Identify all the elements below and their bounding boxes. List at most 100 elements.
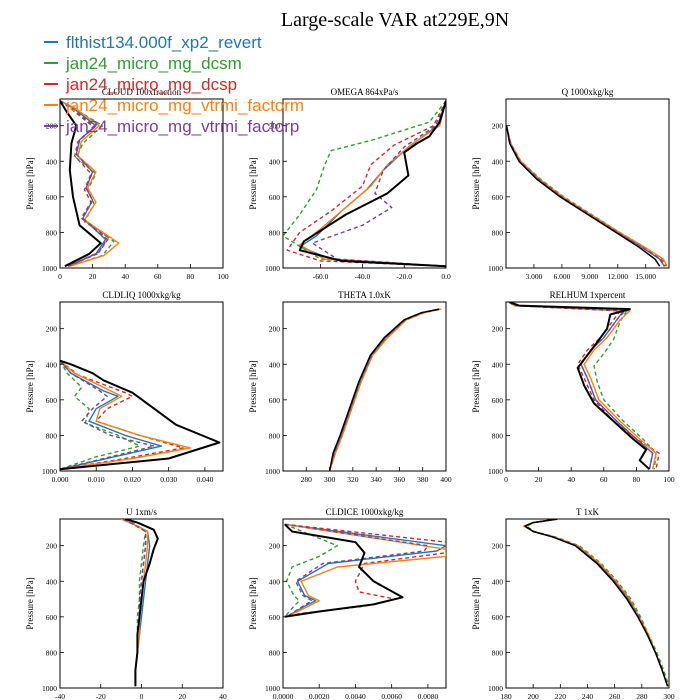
y-tick-label: 800 [46, 228, 58, 237]
x-tick-label: -40.0 [355, 272, 371, 281]
x-tick-label: 0.010 [88, 475, 105, 484]
x-tick-label: 360 [394, 475, 406, 484]
panel-5: THETA 1.0xK Pressure [hPa] 200 400 600 800 100… [248, 290, 452, 484]
x-tick-label: 0.000 [52, 475, 69, 484]
series-group [506, 125, 668, 267]
y-tick-label: 400 [492, 157, 504, 166]
series-line-2 [60, 100, 115, 267]
series-line-6 [124, 519, 159, 687]
panel-1: CLOUD 100xfraction Pressure [hPa] 20 0 400 60… [25, 87, 229, 281]
y-tick-label: 600 [492, 396, 504, 405]
series-line-5 [122, 519, 147, 687]
x-tick-label: 60 [600, 475, 608, 484]
series-line-2 [283, 100, 446, 267]
series-line-4 [508, 302, 657, 470]
y-tick-label: 1000 [42, 684, 57, 693]
x-tick-label: 0.030 [160, 475, 177, 484]
panel-title: U 1xm/s [126, 507, 157, 517]
x-tick-label: 0.040 [196, 475, 213, 484]
legend-label-4: jan24_micro_mg_vtrmi_factorm [65, 96, 304, 115]
y-tick-label: 600 [46, 193, 58, 202]
x-tick-label: 80 [187, 272, 195, 281]
x-tick-label: 40 [121, 272, 129, 281]
y-axis-label: Pressure [hPa] [471, 360, 481, 412]
panel-8: CLDICE 1000xkg/kg Pressure [hPa] 200 400 600… [248, 507, 447, 700]
series-line-6 [60, 100, 102, 268]
legend-label-2: jan24_micro_mg_dcsm [65, 54, 242, 73]
plot-frame [505, 301, 670, 472]
x-tick-label: 180 [500, 692, 512, 700]
x-tick-label: 280 [301, 475, 313, 484]
y-tick-label: 200 [492, 325, 504, 334]
y-tick-label: 600 [492, 193, 504, 202]
x-tick-label: 400 [440, 475, 452, 484]
x-tick-label: 0 [504, 475, 508, 484]
series-line-6 [508, 302, 651, 470]
y-axis-label: Pressure [hPa] [248, 360, 258, 412]
plot-frame [59, 98, 224, 269]
x-tick-label: 320 [347, 475, 359, 484]
y-tick-label: 600 [492, 613, 504, 622]
x-tick-label: 0.0020 [309, 692, 330, 700]
y-tick-label: 200 [46, 325, 58, 334]
panel-title: CLDLIQ 1000xkg/kg [102, 290, 181, 300]
y-axis-label: Pressure [hPa] [25, 360, 35, 412]
y-tick-label: 200 [492, 122, 504, 131]
x-tick-label: 15.000 [635, 272, 656, 281]
series-line-4 [284, 523, 446, 618]
y-tick-label: 600 [269, 613, 281, 622]
y-tick-label: 800 [492, 431, 504, 440]
series-line-6 [506, 125, 661, 267]
x-tick-label: -20 [96, 692, 106, 700]
plot-frame [282, 518, 447, 689]
series-line-3 [524, 519, 669, 687]
y-tick-label: 1000 [265, 467, 280, 476]
series-line-4 [328, 308, 442, 471]
x-tick-label: -20.0 [396, 272, 412, 281]
x-tick-label: -60.0 [313, 272, 329, 281]
series-group [60, 359, 221, 471]
series-line-3 [60, 100, 110, 267]
y-tick-label: 400 [269, 157, 281, 166]
x-tick-label: 80 [633, 475, 641, 484]
panel-title: CLDICE 1000xkg/kg [326, 507, 404, 517]
y-tick-label: 400 [46, 157, 58, 166]
series-line-3 [286, 100, 446, 267]
x-tick-label: 280 [636, 692, 648, 700]
x-tick-label: 20 [535, 475, 543, 484]
panel-4: CLDLIQ 1000xkg/kg Pressure [hPa] 200 400 600… [25, 290, 224, 484]
plot-frame [282, 98, 447, 269]
y-tick-label: 800 [492, 228, 504, 237]
y-tick-label: 200 [269, 122, 281, 131]
y-axis-label: Pressure [hPa] [471, 157, 481, 209]
y-tick-label: 400 [46, 577, 58, 586]
legend-label-5: jan24_micro_mg_vtrmi_factorp [65, 117, 299, 136]
x-tick-label: 0.0040 [345, 692, 366, 700]
y-axis-label: Pressure [hPa] [248, 157, 258, 209]
series-line-6 [524, 519, 669, 687]
series-line-3 [328, 308, 440, 471]
y-tick-label: 400 [46, 360, 58, 369]
x-tick-label: 200 [528, 692, 540, 700]
x-tick-label: 0.0060 [381, 692, 402, 700]
series-line-3 [122, 519, 147, 687]
x-tick-label: 340 [371, 475, 383, 484]
y-tick-label: 600 [269, 193, 281, 202]
y-tick-label: 1000 [488, 467, 503, 476]
panel-title: THETA 1.0xK [338, 290, 391, 300]
x-tick-label: -40 [55, 692, 65, 700]
series-line-5 [506, 125, 665, 267]
y-tick-label: 400 [492, 577, 504, 586]
series-line-2 [328, 308, 442, 471]
x-tick-label: 300 [324, 475, 336, 484]
series-line-4 [523, 519, 669, 687]
series-group [328, 308, 442, 471]
y-tick-label: 600 [46, 613, 58, 622]
panel-title: T 1xK [576, 507, 600, 517]
x-tick-label: 0.0000 [273, 692, 294, 700]
y-tick-label: 400 [269, 577, 281, 586]
legend-entry-1: flthist134.000f_xp2_revert [44, 33, 262, 52]
y-tick-label: 1000 [42, 264, 57, 273]
